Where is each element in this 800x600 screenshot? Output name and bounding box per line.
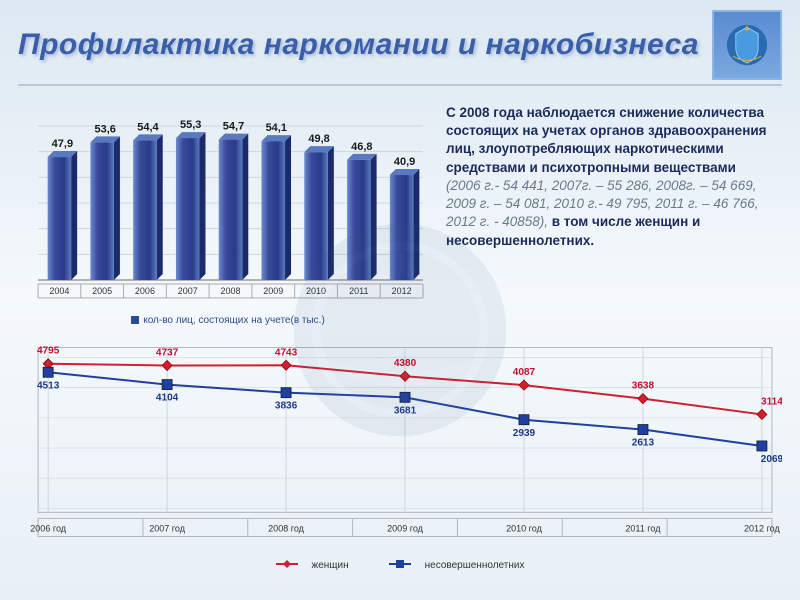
svg-text:2009: 2009	[263, 286, 283, 296]
line-chart: 4795 4737 4743 4380 4087 3638 3114 4513 4104 3836…	[18, 332, 782, 552]
svg-text:2007: 2007	[178, 286, 198, 296]
shield-emblem-icon	[719, 17, 775, 73]
page-title: Профилактика наркомании и наркобизнеса	[18, 28, 699, 62]
svg-text:2010 год: 2010 год	[506, 523, 543, 533]
svg-text:4737: 4737	[156, 347, 179, 358]
svg-text:4380: 4380	[394, 358, 417, 369]
svg-text:54,1: 54,1	[266, 122, 287, 134]
svg-text:2008: 2008	[220, 286, 240, 296]
bar-legend-swatch	[131, 316, 139, 324]
svg-text:3114: 3114	[761, 396, 782, 407]
svg-text:2939: 2939	[513, 428, 536, 439]
svg-text:2006 год: 2006 год	[30, 523, 67, 533]
top-row: 47,9 53,6 54,4 55,3 54,7 54,1 49,8 46,8 40,9 2004…	[0, 94, 800, 326]
svg-text:4743: 4743	[275, 347, 298, 358]
svg-text:2009 год: 2009 год	[387, 523, 424, 533]
line-legend-label: женщин	[312, 560, 349, 571]
desc-bold-1: С 2008 года наблюдается снижение количес…	[446, 105, 767, 175]
svg-text:46,8: 46,8	[351, 141, 372, 153]
svg-text:2005: 2005	[92, 286, 112, 296]
line-legend-item: женщин	[266, 560, 359, 571]
svg-text:55,3: 55,3	[180, 119, 201, 131]
svg-text:3681: 3681	[394, 405, 417, 416]
svg-text:2012: 2012	[392, 286, 412, 296]
svg-text:2008 год: 2008 год	[268, 523, 305, 533]
svg-text:2011 год: 2011 год	[625, 523, 661, 533]
line-legend-label: несовершеннолетних	[425, 560, 525, 571]
svg-text:2004: 2004	[49, 286, 69, 296]
diamond-marker-icon	[276, 559, 298, 572]
svg-text:4513: 4513	[37, 380, 60, 391]
svg-text:4104: 4104	[156, 393, 179, 404]
line-chart-area: 4795 4737 4743 4380 4087 3638 3114 4513 4104 3836…	[18, 332, 782, 572]
svg-text:54,7: 54,7	[223, 121, 244, 133]
svg-text:47,9: 47,9	[52, 138, 73, 150]
svg-text:2010: 2010	[306, 286, 326, 296]
svg-text:2011: 2011	[349, 286, 368, 296]
svg-text:3638: 3638	[632, 381, 655, 392]
svg-text:2006: 2006	[135, 286, 155, 296]
square-marker-icon	[389, 559, 411, 572]
header-rule	[18, 84, 782, 86]
header: Профилактика наркомании и наркобизнеса	[0, 0, 800, 84]
svg-text:2613: 2613	[632, 438, 655, 449]
line-legend-item: несовершеннолетних	[379, 560, 535, 571]
svg-text:2069: 2069	[761, 454, 782, 465]
bar-chart-area: 47,9 53,6 54,4 55,3 54,7 54,1 49,8 46,8 40,9 2004…	[28, 98, 428, 326]
svg-text:40,9: 40,9	[394, 156, 415, 168]
svg-text:49,8: 49,8	[308, 133, 329, 145]
description: С 2008 года наблюдается снижение количес…	[428, 98, 782, 326]
svg-text:4087: 4087	[513, 367, 536, 378]
svg-text:2012 год: 2012 год	[744, 523, 781, 533]
bar-legend-label: кол-во лиц, состоящих на учете(в тыс.)	[143, 315, 325, 326]
emblem-box	[712, 10, 782, 80]
bar-chart: 47,9 53,6 54,4 55,3 54,7 54,1 49,8 46,8 40,9 2004…	[28, 98, 428, 308]
svg-text:2007 год: 2007 год	[149, 523, 186, 533]
line-legend: женщин несовершеннолетних	[18, 559, 782, 572]
svg-text:53,6: 53,6	[94, 123, 115, 135]
svg-text:3836: 3836	[275, 401, 298, 412]
svg-text:4795: 4795	[37, 346, 60, 357]
bar-legend: кол-во лиц, состоящих на учете(в тыс.)	[28, 315, 428, 326]
svg-text:54,4: 54,4	[137, 121, 159, 133]
